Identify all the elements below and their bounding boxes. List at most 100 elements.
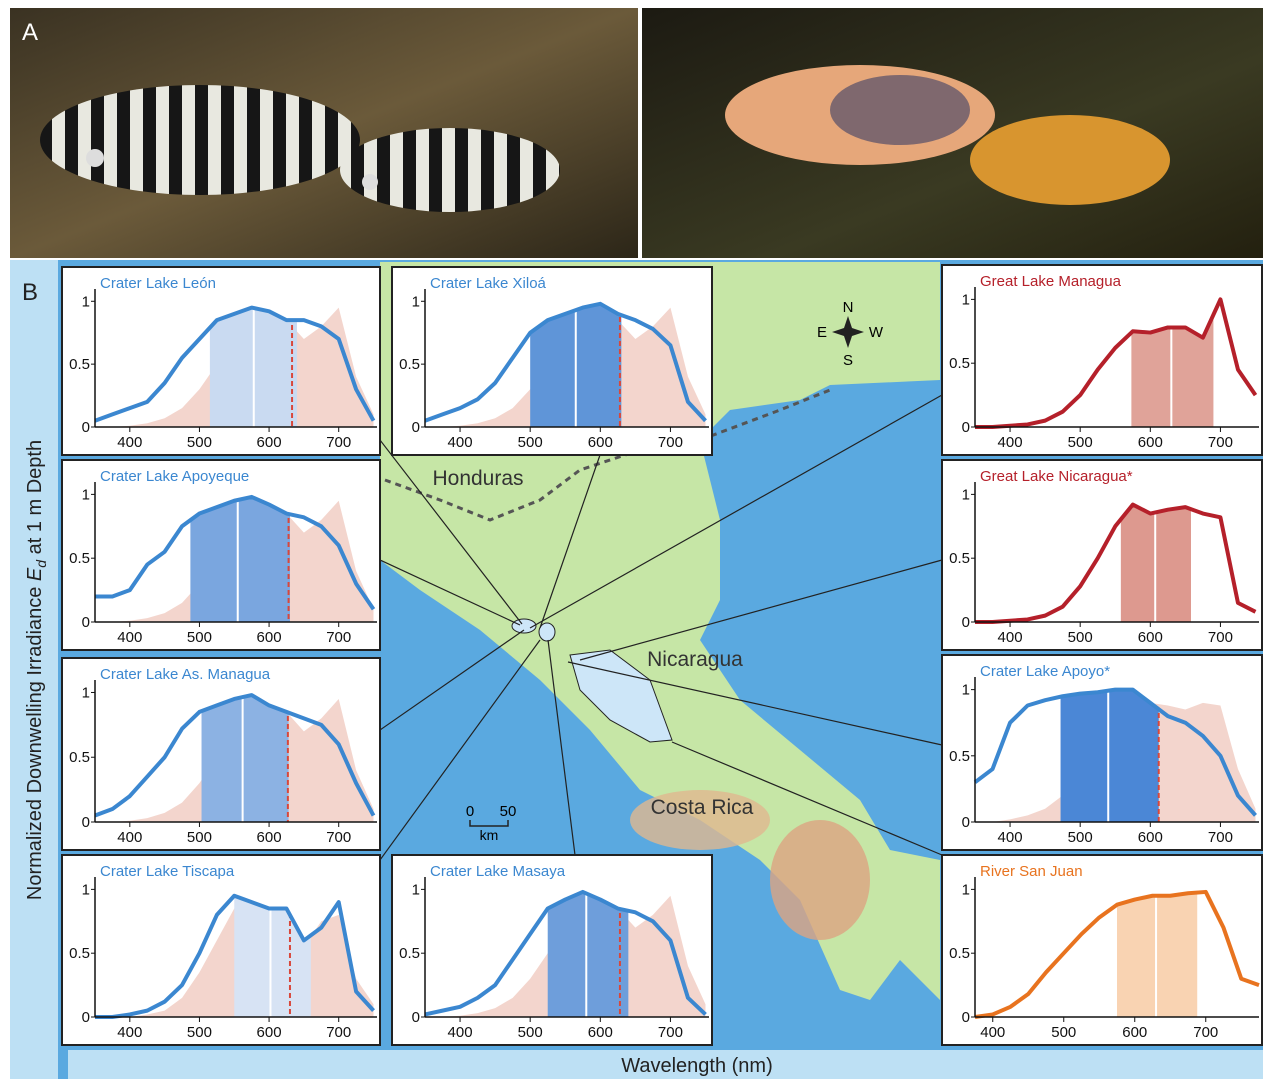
x-tick-label: 400 xyxy=(117,829,142,846)
x-tick-label: 600 xyxy=(588,434,613,451)
y-tick-label: 0 xyxy=(962,814,970,831)
scale-label: 50 xyxy=(500,803,517,820)
spectrum-chart: 40050060070000.51Great Lake Nicaragua* xyxy=(942,460,1262,650)
x-tick-label: 600 xyxy=(257,629,282,646)
y-tick-label: 0.5 xyxy=(69,356,90,373)
x-tick-label: 400 xyxy=(448,434,473,451)
y-tick-label: 0.5 xyxy=(949,945,970,962)
spectrum-chart: 400 500 600 700 0 0.5 1 Crater Lake León xyxy=(62,267,380,455)
y-tick-label: 1 xyxy=(82,881,90,898)
y-axis-label: Normalized Downwelling Irradiance Ed at … xyxy=(24,440,49,900)
chart-title: River San Juan xyxy=(980,863,1083,880)
compass-label: S xyxy=(843,352,853,369)
panel-label: B xyxy=(22,279,38,306)
spectrum-chart: 40050060070000.51Crater Lake Apoyo* xyxy=(942,655,1262,850)
x-tick-label: 600 xyxy=(257,1024,282,1041)
x-tick-label: 600 xyxy=(1138,629,1163,646)
x-tick-label: 700 xyxy=(326,829,351,846)
chart-title: Crater Lake León xyxy=(100,275,216,292)
y-tick-label: 0.5 xyxy=(949,355,970,372)
x-tick-label: 500 xyxy=(518,1024,543,1041)
y-tick-label: 1 xyxy=(962,486,970,503)
spectrum-chart: 40050060070000.51River San Juan xyxy=(942,855,1262,1045)
chart-title: Crater Lake As. Managua xyxy=(100,666,271,683)
scale-label: 0 xyxy=(466,803,474,820)
y-tick-label: 0 xyxy=(82,814,90,831)
y-tick-label: 0 xyxy=(82,1009,90,1026)
highlands xyxy=(770,820,870,940)
chart-title: Crater Lake Masaya xyxy=(430,863,566,880)
y-tick-label: 0 xyxy=(82,614,90,631)
fish xyxy=(970,115,1170,205)
chart-title: Great Lake Managua xyxy=(980,273,1122,290)
x-tick-label: 500 xyxy=(187,629,212,646)
chart-title: Crater Lake Tiscapa xyxy=(100,863,235,880)
x-tick-label: 400 xyxy=(998,829,1023,846)
x-tick-label: 400 xyxy=(998,434,1023,451)
spectrum-chart: 400 500 600 700 0 0.5 1 Crater Lake Tiscapa xyxy=(62,855,380,1045)
y-tick-label: 1 xyxy=(412,881,420,898)
fish xyxy=(40,85,360,195)
y-axis-symbol: E xyxy=(24,567,46,581)
x-tick-label: 400 xyxy=(998,629,1023,646)
x-tick-label: 400 xyxy=(448,1024,473,1041)
y-tick-label: 1 xyxy=(82,293,90,310)
fish-eye xyxy=(362,174,378,190)
country-label: Costa Rica xyxy=(651,796,754,819)
x-tick-label: 600 xyxy=(1138,829,1163,846)
x-tick-label: 700 xyxy=(326,1024,351,1041)
x-tick-label: 400 xyxy=(117,1024,142,1041)
x-axis-label: Wavelength (nm) xyxy=(621,1055,773,1077)
fish-pattern xyxy=(830,75,970,145)
y-tick-label: 1 xyxy=(82,684,90,701)
x-tick-label: 600 xyxy=(257,434,282,451)
y-tick-label: 0 xyxy=(412,419,420,436)
country-label: Honduras xyxy=(432,467,523,490)
x-tick-label: 500 xyxy=(187,1024,212,1041)
compass-label: W xyxy=(869,324,884,341)
x-tick-label: 600 xyxy=(257,829,282,846)
y-axis-label-part: Normalized Downwelling Irradiance xyxy=(24,581,46,900)
fish xyxy=(340,128,560,212)
y-tick-label: 0.5 xyxy=(69,945,90,962)
x-tick-label: 700 xyxy=(658,1024,683,1041)
x-tick-label: 600 xyxy=(1138,434,1163,451)
x-tick-label: 700 xyxy=(658,434,683,451)
y-tick-label: 1 xyxy=(412,293,420,310)
x-tick-label: 600 xyxy=(1122,1024,1147,1041)
x-tick-label: 700 xyxy=(326,629,351,646)
x-tick-label: 700 xyxy=(1208,629,1233,646)
spectrum-chart: 400 500 600 700 0 0.5 1 Crater Lake Masaya xyxy=(392,855,712,1045)
y-tick-label: 0.5 xyxy=(399,356,420,373)
x-tick-label: 500 xyxy=(187,829,212,846)
spectrum-chart: 400 500 600 700 0 0.5 1 Crater Lake As. Managua xyxy=(62,658,380,850)
x-tick-label: 600 xyxy=(588,1024,613,1041)
x-tick-label: 700 xyxy=(326,434,351,451)
x-tick-label: 500 xyxy=(1068,434,1093,451)
x-tick-label: 500 xyxy=(187,434,212,451)
y-tick-label: 0.5 xyxy=(949,748,970,765)
fish-eye xyxy=(86,149,104,167)
y-axis-label-part: at 1 m Depth xyxy=(24,440,46,560)
chart-title: Great Lake Nicaragua* xyxy=(980,468,1133,485)
chart-title: Crater Lake Apoyo* xyxy=(980,663,1110,680)
y-tick-label: 0 xyxy=(962,1009,970,1026)
compass-label: N xyxy=(843,299,854,316)
x-tick-label: 400 xyxy=(117,434,142,451)
chart-title: Crater Lake Apoyeque xyxy=(100,468,249,485)
y-tick-label: 0 xyxy=(82,419,90,436)
x-tick-label: 700 xyxy=(1193,1024,1218,1041)
x-tick-label: 500 xyxy=(1051,1024,1076,1041)
x-tick-label: 500 xyxy=(518,434,543,451)
page: A Honduras Nicaragua Costa Rica N E S W … xyxy=(0,0,1273,1079)
y-tick-label: 0.5 xyxy=(69,749,90,766)
compass-label: E xyxy=(817,324,827,341)
x-tick-label: 400 xyxy=(980,1024,1005,1041)
x-tick-label: 700 xyxy=(1208,829,1233,846)
x-tick-label: 500 xyxy=(1068,629,1093,646)
y-tick-label: 0.5 xyxy=(399,945,420,962)
y-tick-label: 0 xyxy=(412,1009,420,1026)
